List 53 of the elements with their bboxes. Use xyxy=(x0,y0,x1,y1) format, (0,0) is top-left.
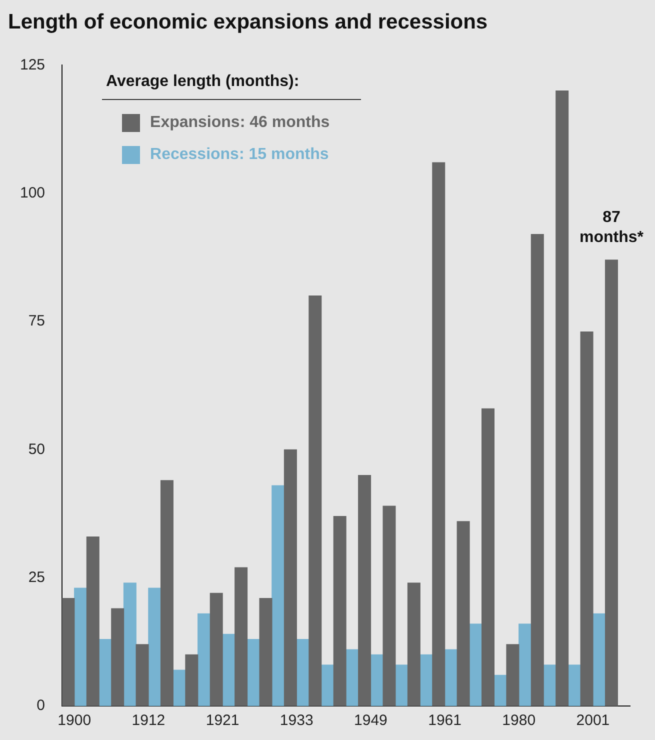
bar xyxy=(123,582,136,706)
x-tick-label: 1921 xyxy=(206,712,240,730)
bar xyxy=(506,644,520,706)
bar xyxy=(185,654,198,706)
bar xyxy=(234,567,248,706)
bar xyxy=(210,592,223,706)
annotation: 87 months* xyxy=(578,208,644,248)
y-tick-label: 0 xyxy=(36,697,46,714)
y-tick-label: 50 xyxy=(28,440,46,458)
bar xyxy=(395,664,408,706)
bar xyxy=(284,449,297,706)
bar xyxy=(518,624,532,706)
bar xyxy=(246,639,260,706)
x-tick-label: 1980 xyxy=(502,712,536,730)
bar xyxy=(580,331,594,706)
x-tick-label: 1961 xyxy=(428,712,462,730)
bar xyxy=(259,598,272,706)
legend-label: Recessions: 15 months xyxy=(150,146,329,164)
bar xyxy=(148,588,162,706)
bar xyxy=(320,664,334,706)
legend-label: Expansions: 46 months xyxy=(150,114,330,132)
bar xyxy=(482,408,495,706)
bar xyxy=(604,260,618,706)
bar xyxy=(556,90,569,706)
bar xyxy=(358,474,372,706)
x-tick-label: 1949 xyxy=(354,712,388,730)
bar xyxy=(74,588,88,706)
bar xyxy=(333,516,346,706)
y-tick-label: 125 xyxy=(20,56,46,74)
bar xyxy=(62,598,75,706)
bar xyxy=(407,582,420,706)
chart-title: Length of economic expansions and recessions xyxy=(8,10,488,34)
bar xyxy=(198,613,211,706)
bar xyxy=(272,485,285,706)
y-tick-label: 75 xyxy=(28,312,46,330)
y-tick-label: 100 xyxy=(20,184,46,202)
bar xyxy=(308,296,322,706)
bar xyxy=(160,480,174,706)
x-tick-label: 1912 xyxy=(132,712,166,730)
bar xyxy=(136,644,149,706)
y-tick-label: 25 xyxy=(28,568,46,586)
x-tick-label: 2001 xyxy=(576,712,610,730)
bar xyxy=(86,536,100,706)
bar xyxy=(432,162,446,706)
bar xyxy=(568,664,581,706)
bar xyxy=(382,506,396,706)
bar xyxy=(456,521,470,706)
bar xyxy=(111,608,124,706)
bar xyxy=(444,649,458,706)
bar xyxy=(530,234,544,706)
legend-title: Average length (months): xyxy=(102,73,362,100)
x-tick-label: 1900 xyxy=(58,712,92,730)
x-tick-label: 1933 xyxy=(280,712,314,730)
